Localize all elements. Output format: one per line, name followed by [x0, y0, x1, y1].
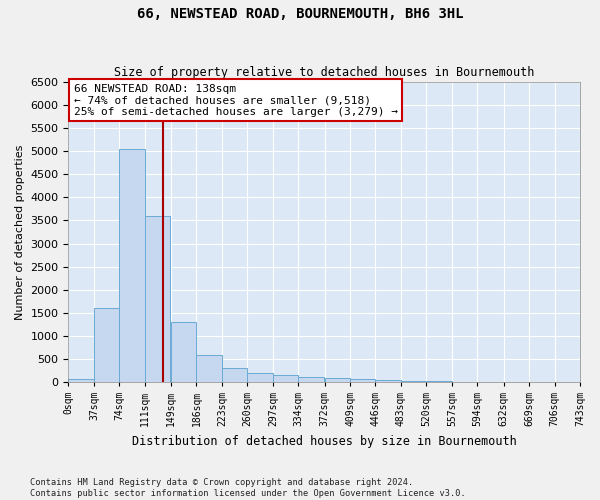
Bar: [119, 149, 145, 382]
Text: 66, NEWSTEAD ROAD, BOURNEMOUTH, BH6 3HL: 66, NEWSTEAD ROAD, BOURNEMOUTH, BH6 3HL: [137, 8, 463, 22]
Bar: [68, 380, 94, 382]
Bar: [298, 377, 324, 382]
Bar: [325, 378, 350, 382]
Bar: [273, 374, 298, 382]
X-axis label: Distribution of detached houses by size in Bournemouth: Distribution of detached houses by size …: [132, 434, 517, 448]
Y-axis label: Number of detached properties: Number of detached properties: [15, 144, 25, 320]
Bar: [247, 372, 273, 382]
Title: Size of property relative to detached houses in Bournemouth: Size of property relative to detached ho…: [114, 66, 535, 80]
Bar: [350, 379, 376, 382]
Text: 66 NEWSTEAD ROAD: 138sqm
← 74% of detached houses are smaller (9,518)
25% of sem: 66 NEWSTEAD ROAD: 138sqm ← 74% of detach…: [74, 84, 398, 117]
Text: Contains HM Land Registry data © Crown copyright and database right 2024.
Contai: Contains HM Land Registry data © Crown c…: [30, 478, 466, 498]
Bar: [222, 368, 247, 382]
Bar: [171, 322, 196, 382]
Bar: [145, 216, 170, 382]
Bar: [196, 355, 222, 382]
Bar: [376, 380, 401, 382]
Bar: [94, 308, 119, 382]
